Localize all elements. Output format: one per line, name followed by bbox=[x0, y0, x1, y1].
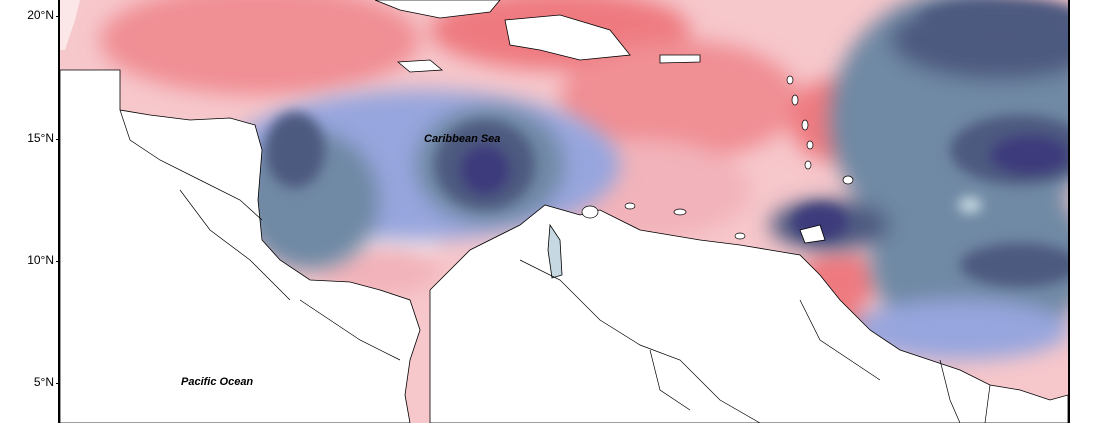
y-label-20n: 20°N bbox=[27, 8, 54, 22]
map-plot bbox=[60, 0, 1068, 423]
land-masses bbox=[60, 0, 1068, 423]
anomaly-map bbox=[60, 0, 1068, 423]
y-tick-15n bbox=[56, 139, 60, 140]
y-label-5n: 5°N bbox=[33, 375, 54, 389]
y-tick-10n bbox=[56, 261, 60, 262]
map-left-border bbox=[58, 0, 60, 423]
negative-anomaly-core bbox=[265, 0, 1068, 287]
y-label-15n: 15°N bbox=[27, 131, 54, 145]
y-tick-5n bbox=[56, 383, 60, 384]
y-label-10n: 10°N bbox=[27, 253, 54, 267]
y-tick-20n bbox=[56, 16, 60, 17]
lesser-antilles bbox=[581, 75, 854, 240]
map-right-border bbox=[1068, 0, 1070, 423]
pacific-ocean-label: Pacific Ocean bbox=[181, 376, 254, 388]
country-borders bbox=[119, 109, 991, 423]
caribbean-sea-label: Caribbean Sea bbox=[424, 133, 501, 145]
